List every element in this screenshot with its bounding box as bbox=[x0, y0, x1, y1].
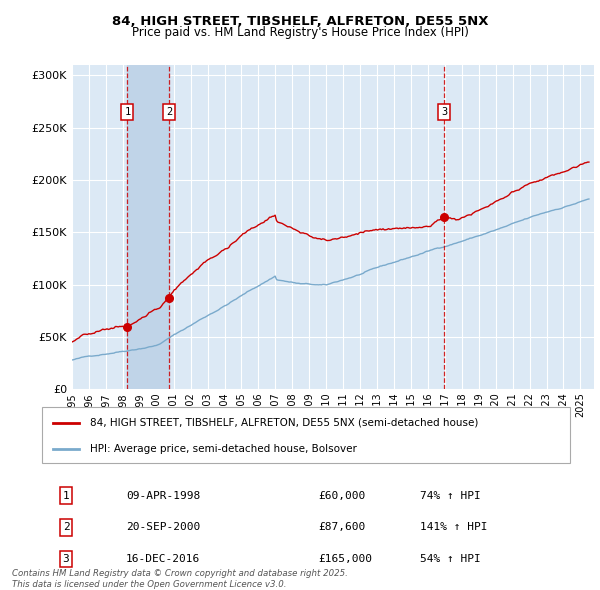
Text: 84, HIGH STREET, TIBSHELF, ALFRETON, DE55 5NX: 84, HIGH STREET, TIBSHELF, ALFRETON, DE5… bbox=[112, 15, 488, 28]
Bar bbox=[127, 65, 169, 389]
Text: Price paid vs. HM Land Registry's House Price Index (HPI): Price paid vs. HM Land Registry's House … bbox=[131, 26, 469, 39]
Text: 141% ↑ HPI: 141% ↑ HPI bbox=[420, 523, 487, 532]
Text: £60,000: £60,000 bbox=[318, 491, 365, 500]
Text: 3: 3 bbox=[441, 107, 448, 117]
Text: £87,600: £87,600 bbox=[318, 523, 365, 532]
FancyBboxPatch shape bbox=[42, 407, 570, 463]
Text: HPI: Average price, semi-detached house, Bolsover: HPI: Average price, semi-detached house,… bbox=[89, 444, 356, 454]
Text: 84, HIGH STREET, TIBSHELF, ALFRETON, DE55 5NX (semi-detached house): 84, HIGH STREET, TIBSHELF, ALFRETON, DE5… bbox=[89, 418, 478, 428]
Text: 1: 1 bbox=[62, 491, 70, 500]
Text: 2: 2 bbox=[62, 523, 70, 532]
Text: 16-DEC-2016: 16-DEC-2016 bbox=[126, 555, 200, 564]
Text: 74% ↑ HPI: 74% ↑ HPI bbox=[420, 491, 481, 500]
Text: 54% ↑ HPI: 54% ↑ HPI bbox=[420, 555, 481, 564]
Text: 20-SEP-2000: 20-SEP-2000 bbox=[126, 523, 200, 532]
Text: Contains HM Land Registry data © Crown copyright and database right 2025.
This d: Contains HM Land Registry data © Crown c… bbox=[12, 569, 348, 589]
Text: £165,000: £165,000 bbox=[318, 555, 372, 564]
Text: 3: 3 bbox=[62, 555, 70, 564]
Text: 1: 1 bbox=[124, 107, 131, 117]
Text: 09-APR-1998: 09-APR-1998 bbox=[126, 491, 200, 500]
Text: 2: 2 bbox=[166, 107, 172, 117]
